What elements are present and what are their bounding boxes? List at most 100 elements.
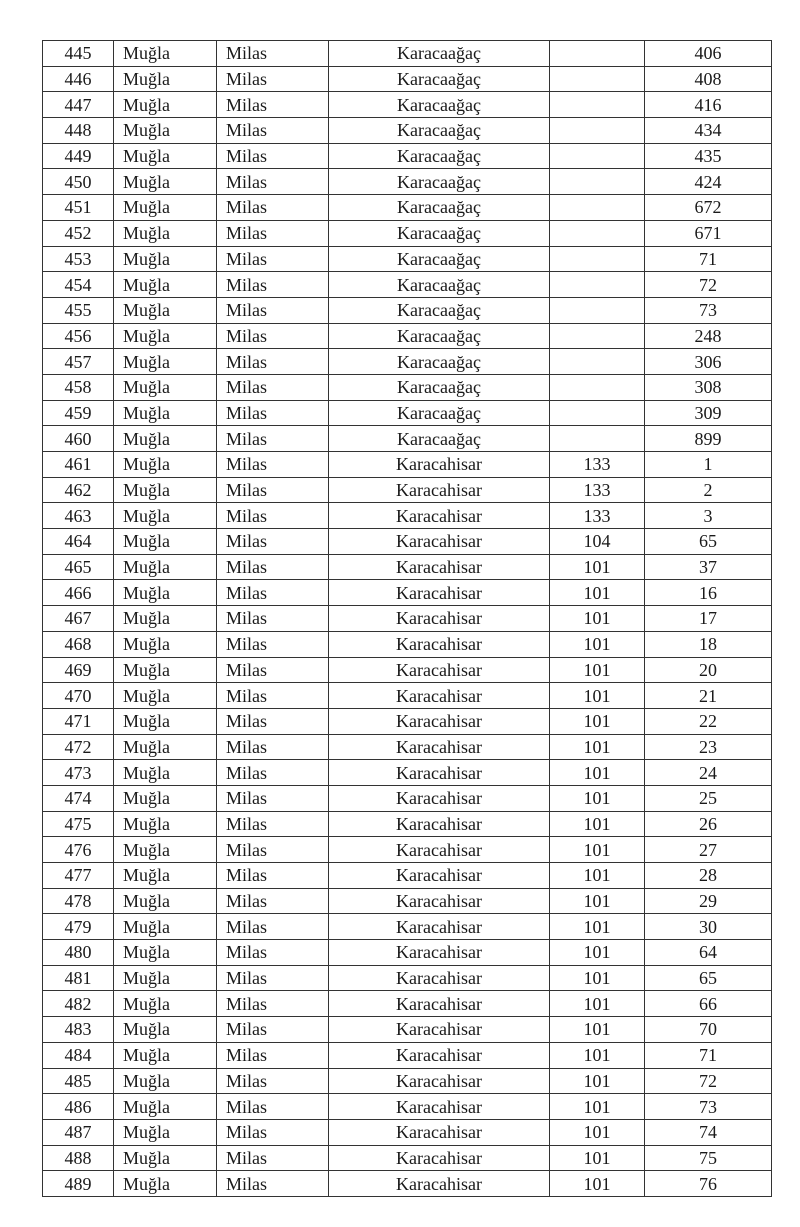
parcel-cell: 309 bbox=[644, 399, 772, 427]
district-cell: Milas bbox=[216, 65, 329, 93]
district-cell: Milas bbox=[216, 91, 329, 119]
district-cell: Milas bbox=[216, 194, 329, 221]
province-cell: Muğla bbox=[113, 296, 217, 324]
block-cell: 101 bbox=[549, 1118, 645, 1146]
row-number-cell: 465 bbox=[42, 553, 114, 581]
row-number-cell: 459 bbox=[42, 399, 114, 427]
province-cell: Muğla bbox=[113, 168, 217, 196]
district-cell: Milas bbox=[216, 1041, 329, 1069]
district-cell: Milas bbox=[216, 245, 329, 273]
neighborhood-cell: Karacahisar bbox=[328, 656, 550, 684]
province-cell: Muğla bbox=[113, 939, 217, 966]
block-cell: 133 bbox=[549, 451, 645, 478]
block-cell bbox=[549, 91, 645, 119]
neighborhood-cell: Karacahisar bbox=[328, 810, 550, 838]
parcel-cell: 22 bbox=[644, 707, 772, 735]
parcel-cell: 28 bbox=[644, 862, 772, 889]
row-number-cell: 468 bbox=[42, 630, 114, 658]
neighborhood-cell: Karacahisar bbox=[328, 887, 550, 915]
district-cell: Milas bbox=[216, 271, 329, 298]
row-number-cell: 446 bbox=[42, 65, 114, 93]
table-row: 461 Muğla Milas Karacahisar 133 1 bbox=[42, 451, 772, 478]
table-row: 487 Muğla Milas Karacahisar 101 74 bbox=[42, 1118, 772, 1146]
province-cell: Muğla bbox=[113, 194, 217, 221]
province-cell: Muğla bbox=[113, 451, 217, 478]
parcel-cell: 25 bbox=[644, 784, 772, 812]
block-cell bbox=[549, 168, 645, 196]
block-cell bbox=[549, 322, 645, 350]
parcel-cell: 406 bbox=[644, 40, 772, 67]
table-row: 483 Muğla Milas Karacahisar 101 70 bbox=[42, 1016, 772, 1043]
province-cell: Muğla bbox=[113, 630, 217, 658]
row-number-cell: 467 bbox=[42, 605, 114, 632]
district-cell: Milas bbox=[216, 579, 329, 607]
row-number-cell: 451 bbox=[42, 194, 114, 221]
neighborhood-cell: Karacahisar bbox=[328, 784, 550, 812]
parcel-cell: 308 bbox=[644, 373, 772, 401]
neighborhood-cell: Karacahisar bbox=[328, 1093, 550, 1120]
row-number-cell: 481 bbox=[42, 964, 114, 992]
row-number-cell: 483 bbox=[42, 1016, 114, 1043]
parcel-cell: 248 bbox=[644, 322, 772, 350]
parcel-cell: 70 bbox=[644, 1016, 772, 1043]
block-cell: 101 bbox=[549, 1016, 645, 1043]
block-cell bbox=[549, 117, 645, 144]
district-cell: Milas bbox=[216, 682, 329, 709]
table-row: 482 Muğla Milas Karacahisar 101 66 bbox=[42, 990, 772, 1018]
district-cell: Milas bbox=[216, 733, 329, 761]
neighborhood-cell: Karacaağaç bbox=[328, 348, 550, 375]
parcel-cell: 435 bbox=[644, 142, 772, 170]
block-cell: 101 bbox=[549, 1067, 645, 1095]
parcel-cell: 73 bbox=[644, 296, 772, 324]
province-cell: Muğla bbox=[113, 759, 217, 786]
block-cell: 101 bbox=[549, 733, 645, 761]
row-number-cell: 463 bbox=[42, 502, 114, 530]
table-row: 480 Muğla Milas Karacahisar 101 64 bbox=[42, 939, 772, 966]
table-row: 464 Muğla Milas Karacahisar 104 65 bbox=[42, 528, 772, 555]
block-cell: 101 bbox=[549, 862, 645, 889]
row-number-cell: 445 bbox=[42, 40, 114, 67]
parcel-cell: 29 bbox=[644, 887, 772, 915]
parcel-cell: 73 bbox=[644, 1093, 772, 1120]
block-cell bbox=[549, 65, 645, 93]
province-cell: Muğla bbox=[113, 553, 217, 581]
parcel-cell: 306 bbox=[644, 348, 772, 375]
neighborhood-cell: Karacaağaç bbox=[328, 219, 550, 247]
district-cell: Milas bbox=[216, 605, 329, 632]
district-cell: Milas bbox=[216, 373, 329, 401]
block-cell: 133 bbox=[549, 476, 645, 504]
neighborhood-cell: Karacaağaç bbox=[328, 65, 550, 93]
neighborhood-cell: Karacaağaç bbox=[328, 399, 550, 427]
row-number-cell: 461 bbox=[42, 451, 114, 478]
block-cell: 101 bbox=[549, 1093, 645, 1120]
province-cell: Muğla bbox=[113, 682, 217, 709]
parcel-cell: 71 bbox=[644, 245, 772, 273]
parcel-cell: 424 bbox=[644, 168, 772, 196]
row-number-cell: 450 bbox=[42, 168, 114, 196]
row-number-cell: 484 bbox=[42, 1041, 114, 1069]
district-cell: Milas bbox=[216, 939, 329, 966]
neighborhood-cell: Karacaağaç bbox=[328, 245, 550, 273]
row-number-cell: 460 bbox=[42, 425, 114, 452]
parcel-cell: 899 bbox=[644, 425, 772, 452]
province-cell: Muğla bbox=[113, 373, 217, 401]
district-cell: Milas bbox=[216, 656, 329, 684]
district-cell: Milas bbox=[216, 810, 329, 838]
row-number-cell: 485 bbox=[42, 1067, 114, 1095]
district-cell: Milas bbox=[216, 990, 329, 1018]
district-cell: Milas bbox=[216, 759, 329, 786]
table-row: 470 Muğla Milas Karacahisar 101 21 bbox=[42, 682, 772, 709]
district-cell: Milas bbox=[216, 219, 329, 247]
province-cell: Muğla bbox=[113, 348, 217, 375]
block-cell: 101 bbox=[549, 1144, 645, 1172]
block-cell bbox=[549, 373, 645, 401]
parcel-cell: 20 bbox=[644, 656, 772, 684]
block-cell: 101 bbox=[549, 759, 645, 786]
block-cell: 104 bbox=[549, 528, 645, 555]
block-cell: 133 bbox=[549, 502, 645, 530]
block-cell: 101 bbox=[549, 682, 645, 709]
table-row: 468 Muğla Milas Karacahisar 101 18 bbox=[42, 630, 772, 658]
table-row: 476 Muğla Milas Karacahisar 101 27 bbox=[42, 836, 772, 863]
district-cell: Milas bbox=[216, 707, 329, 735]
table-row: 456 Muğla Milas Karacaağaç 248 bbox=[42, 322, 772, 350]
